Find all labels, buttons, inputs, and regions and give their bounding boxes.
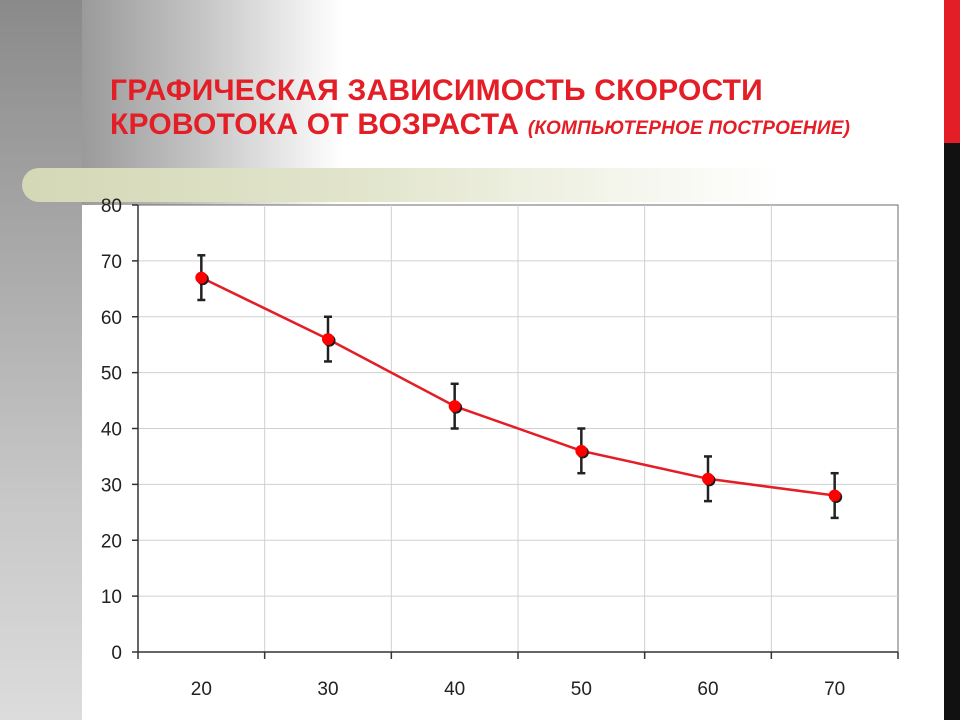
title-note: (компьютерное построение) bbox=[527, 118, 851, 139]
data-point bbox=[322, 333, 334, 346]
y-tick-label: 20 bbox=[101, 531, 122, 552]
title-line-2: кровотока от возраста bbox=[110, 108, 520, 141]
y-tick-label: 70 bbox=[101, 252, 122, 273]
series-line bbox=[200, 276, 835, 497]
title-line-1: Графическая зависимость скорости bbox=[110, 74, 763, 107]
label-layer: 0 10 20 30 40 50 60 70 80 20 30 40 50 60 70 bbox=[101, 196, 845, 700]
data-point bbox=[448, 400, 461, 413]
data-point bbox=[828, 489, 841, 502]
y-tick-label: 30 bbox=[101, 475, 122, 496]
right-red-band bbox=[944, 0, 960, 143]
x-tick-label: 70 bbox=[824, 679, 845, 700]
right-dark-band bbox=[944, 143, 960, 720]
x-tick-label: 60 bbox=[697, 679, 718, 700]
axis-layer bbox=[132, 204, 899, 659]
series-layer bbox=[195, 254, 843, 520]
left-gradient-band bbox=[0, 0, 82, 720]
y-tick-label: 0 bbox=[111, 643, 122, 664]
x-tick-label: 30 bbox=[317, 679, 338, 700]
y-tick-label: 40 bbox=[101, 420, 122, 441]
y-tick-label: 10 bbox=[101, 587, 122, 608]
y-tick-label: 80 bbox=[101, 196, 122, 217]
title-accent-bar bbox=[22, 168, 782, 202]
x-tick-label: 50 bbox=[571, 679, 592, 700]
y-tick-label: 50 bbox=[101, 364, 122, 385]
data-point bbox=[702, 472, 714, 485]
x-tick-label: 20 bbox=[191, 679, 212, 700]
x-tick-label: 40 bbox=[444, 679, 465, 700]
data-point bbox=[575, 444, 588, 457]
data-point bbox=[195, 271, 208, 284]
slide-title: Графическая зависимость скорости кровото… bbox=[110, 74, 930, 142]
y-tick-label: 60 bbox=[101, 308, 122, 329]
